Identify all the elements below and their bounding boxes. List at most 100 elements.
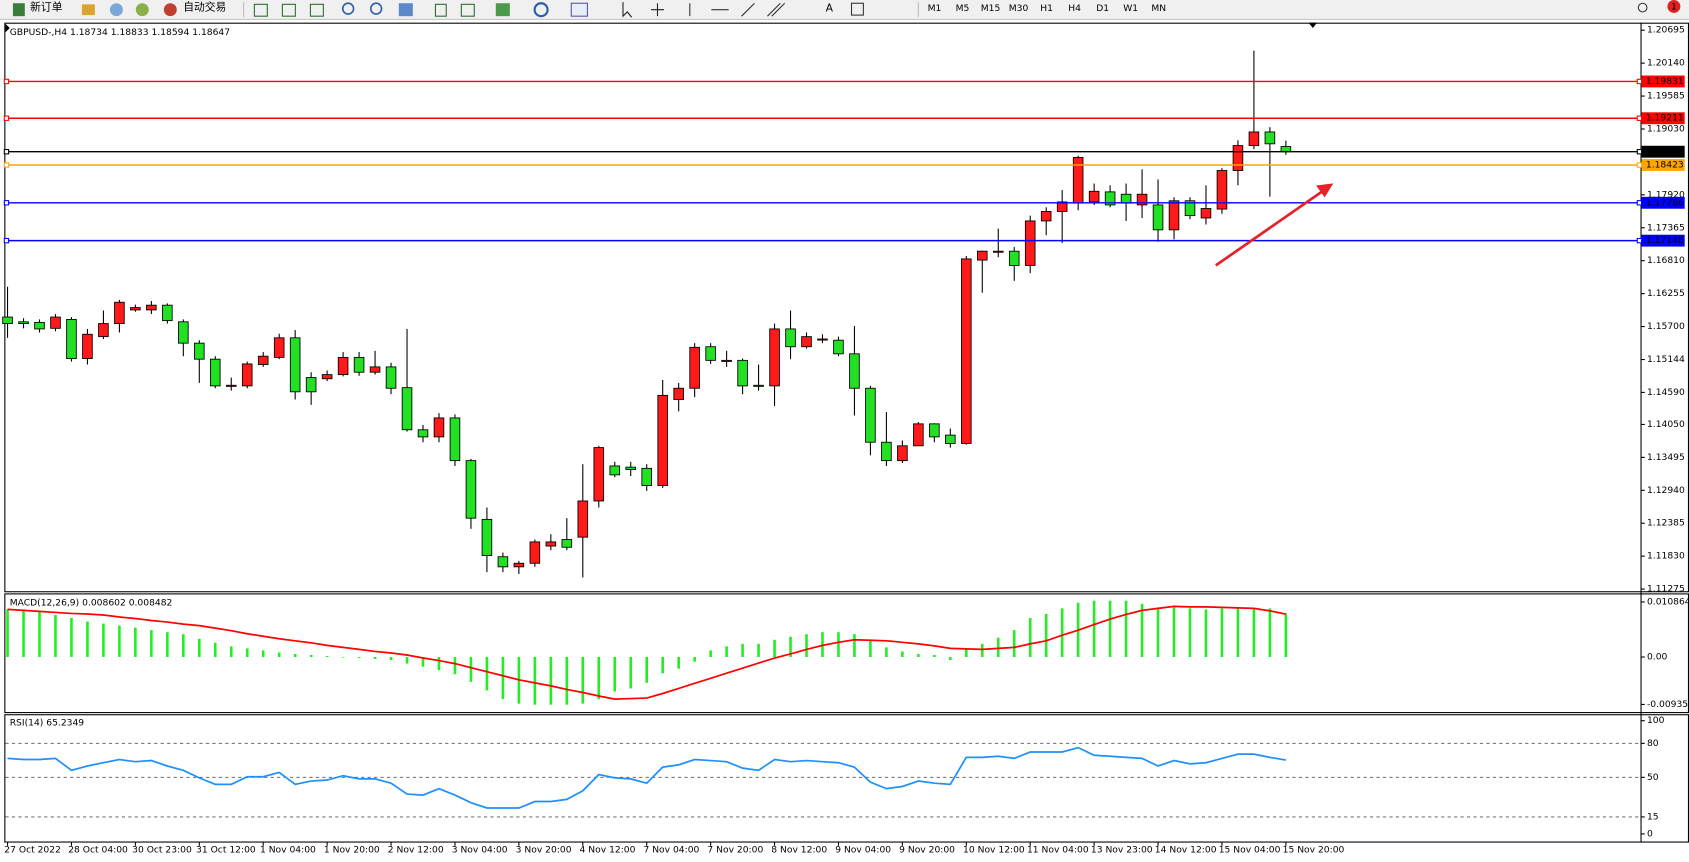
- candle-body: [609, 465, 621, 476]
- icon[interactable]: [622, 2, 633, 18]
- toolbar-button[interactable]: 自动交易: [183, 1, 226, 14]
- histogram-bar: [6, 609, 9, 658]
- candle-body: [369, 366, 381, 373]
- candle-body: [98, 323, 109, 338]
- macd-title: MACD(12,26,9) 0.008602 0.008482: [10, 598, 173, 609]
- line-handle: [1636, 149, 1643, 155]
- timeframe-button[interactable]: H4: [1068, 3, 1081, 14]
- icon[interactable]: [689, 2, 786, 17]
- candle-body: [353, 356, 365, 373]
- y-tick-label: 1.15144: [1647, 354, 1685, 365]
- badge[interactable]: [1667, 0, 1681, 13]
- candle-body: [497, 556, 509, 568]
- y-tick-label: 1.20695: [1647, 25, 1685, 36]
- line-handle: [1636, 162, 1643, 168]
- timeframe-button[interactable]: M1: [928, 3, 942, 14]
- x-tick-label: 31 Oct 12:00: [196, 845, 256, 856]
- icon[interactable]: [309, 3, 324, 17]
- icon[interactable]: [341, 2, 355, 15]
- icon[interactable]: [398, 3, 413, 17]
- x-tick-label: 13 Nov 23:00: [1091, 845, 1153, 856]
- histogram-bar: [1172, 607, 1176, 658]
- line-handle: [3, 115, 10, 121]
- toolbar-button[interactable]: 新订单: [30, 1, 63, 14]
- price-label: 1.19211: [1646, 113, 1684, 124]
- candle-body: [721, 359, 732, 362]
- timeframe-button[interactable]: D1: [1096, 3, 1109, 14]
- icon[interactable]: [253, 3, 268, 17]
- icon[interactable]: [850, 2, 864, 16]
- icon[interactable]: [495, 3, 510, 17]
- timeframe-button[interactable]: M5: [956, 3, 970, 14]
- histogram-bar: [1204, 609, 1208, 658]
- timeframe-button[interactable]: M15: [981, 3, 1001, 14]
- histogram-bar: [533, 657, 537, 705]
- histogram-bar: [261, 650, 265, 658]
- timeframe-button[interactable]: M30: [1009, 3, 1029, 14]
- icon[interactable]: [163, 3, 177, 17]
- icon[interactable]: [460, 3, 475, 17]
- timeframe-button[interactable]: MN: [1151, 3, 1166, 14]
- icon[interactable]: [135, 3, 149, 17]
- icon[interactable]: [434, 3, 447, 17]
- histogram-bar: [980, 643, 984, 658]
- candle-body: [1216, 170, 1228, 210]
- candle-body: [433, 417, 445, 438]
- x-tick-label: 9 Nov 20:00: [899, 845, 955, 856]
- candle-body: [50, 316, 61, 329]
- indicator-line: [7, 746, 1287, 809]
- icon[interactable]: [109, 3, 123, 17]
- icon[interactable]: [533, 2, 549, 18]
- timeframe-button[interactable]: H1: [1040, 3, 1053, 14]
- histogram-bar: [118, 625, 121, 658]
- candle-body: [114, 301, 125, 325]
- histogram-bar: [1060, 608, 1064, 658]
- candle-body: [209, 358, 221, 387]
- candle-body: [481, 518, 493, 556]
- candle-body: [1008, 250, 1020, 266]
- line-handle: [1636, 200, 1643, 206]
- icon[interactable]: [81, 4, 95, 16]
- icon[interactable]: A: [826, 2, 834, 15]
- x-tick-label: 28 Oct 04:00: [68, 845, 128, 856]
- histogram-bar: [166, 632, 169, 658]
- candle-body: [769, 328, 780, 387]
- price-label-box: [1641, 112, 1685, 125]
- timeframe-button[interactable]: W1: [1123, 3, 1138, 14]
- histogram-bar: [357, 657, 361, 659]
- x-tick-label: 14 Nov 12:00: [1155, 845, 1217, 856]
- line-handle: [3, 200, 10, 206]
- badge-count[interactable]: 1: [1671, 2, 1677, 13]
- histogram-bar: [693, 657, 696, 662]
- price-label-box: [1641, 234, 1685, 247]
- candle-body: [577, 500, 589, 538]
- candle-body: [961, 258, 972, 444]
- icon[interactable]: [281, 3, 296, 17]
- histogram-bar: [182, 634, 185, 658]
- icon[interactable]: [12, 3, 25, 17]
- candle-body: [178, 321, 189, 344]
- y-tick-label: 1.16810: [1647, 255, 1685, 266]
- histogram-bar: [869, 640, 872, 658]
- histogram-bar: [389, 657, 393, 661]
- candle-body: [385, 366, 397, 389]
- histogram-bar: [245, 648, 249, 658]
- y-tick-label: 1.14050: [1647, 419, 1685, 430]
- y-tick-label: -0.009358: [1647, 699, 1689, 710]
- y-tick-label: 80: [1647, 738, 1659, 749]
- candle-body: [1232, 145, 1244, 171]
- histogram-bar: [1284, 613, 1288, 658]
- histogram-bar: [373, 657, 377, 660]
- histogram-bar: [341, 657, 345, 658]
- icon[interactable]: [369, 2, 383, 15]
- candle-body: [849, 353, 860, 389]
- candle-body: [18, 321, 29, 325]
- search-icon[interactable]: [1637, 2, 1648, 13]
- candle-body: [321, 374, 333, 380]
- icon[interactable]: [651, 3, 664, 17]
- line-handle: [3, 78, 10, 85]
- y-tick-label: 0: [1647, 828, 1653, 839]
- histogram-bar: [1028, 618, 1032, 658]
- icon[interactable]: [570, 2, 588, 17]
